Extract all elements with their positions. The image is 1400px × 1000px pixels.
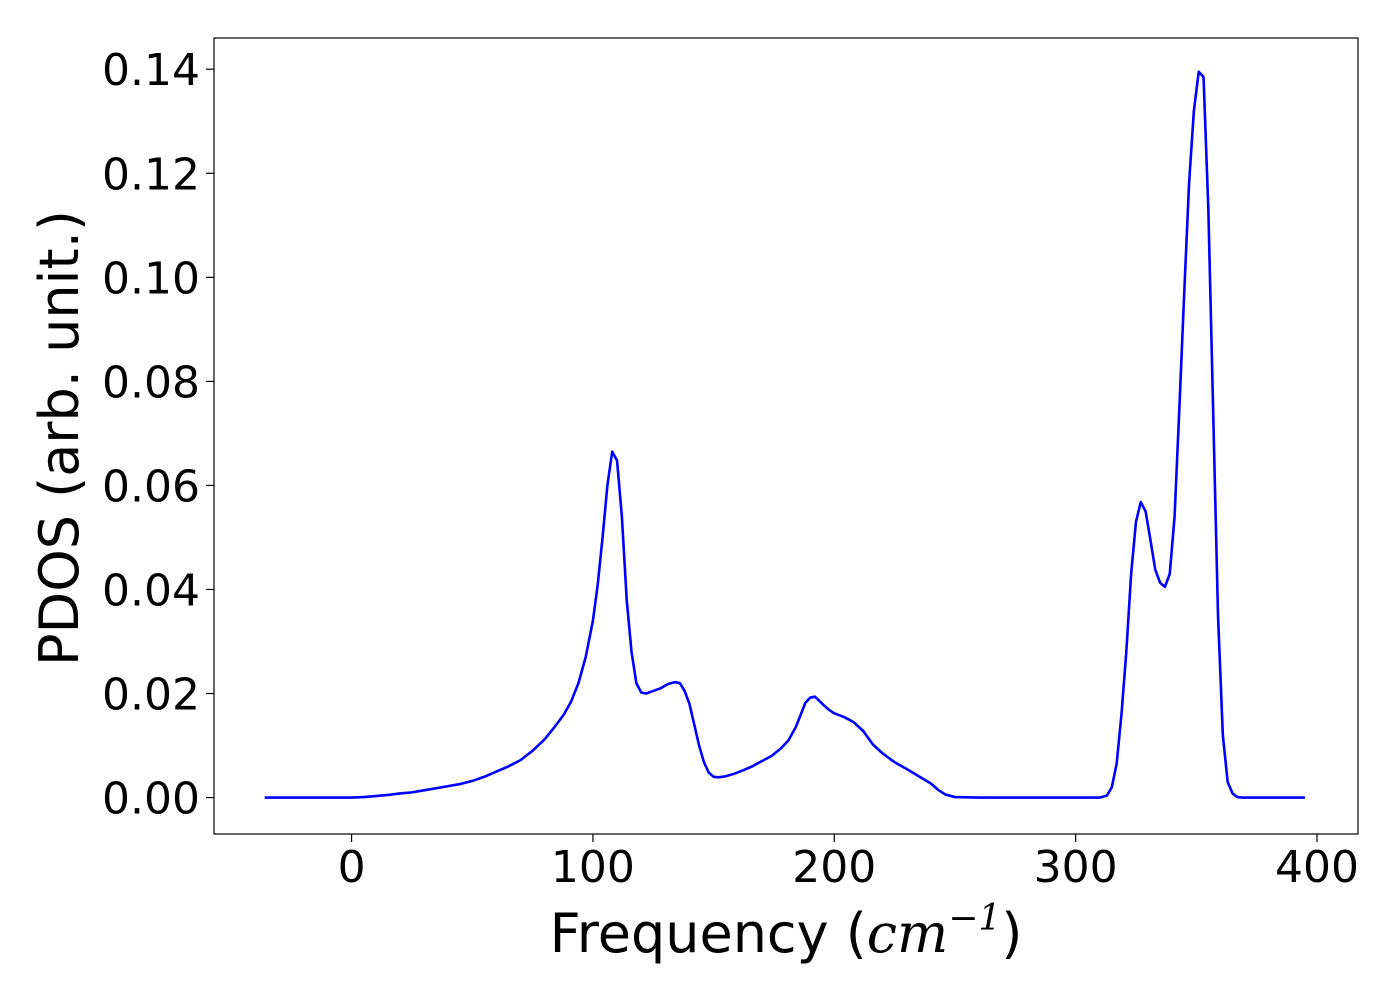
x-axis-title-unit: cm bbox=[867, 902, 948, 965]
x-tick-label: 400 bbox=[1275, 842, 1359, 893]
y-tick-label: 0.12 bbox=[102, 149, 200, 200]
y-axis-ticks: 0.00 0.02 0.04 0.06 0.08 0.10 0.12 0.14 bbox=[102, 45, 214, 825]
series-lines bbox=[264, 70, 1305, 799]
y-tick-label: 0.08 bbox=[102, 357, 200, 408]
x-tick-label: 100 bbox=[551, 842, 635, 893]
x-axis-title-exponent: −1 bbox=[948, 898, 1001, 939]
y-tick-label: 0.06 bbox=[102, 461, 200, 512]
x-axis-title: Frequency (cm−1) bbox=[550, 898, 1023, 965]
plot-frame bbox=[213, 37, 1359, 835]
y-tick-label: 0.00 bbox=[102, 774, 200, 825]
x-tick-label: 300 bbox=[1034, 842, 1118, 893]
pdos-series-line bbox=[264, 70, 1305, 799]
y-tick-label: 0.14 bbox=[102, 45, 200, 96]
x-axis-title-suffix: ) bbox=[1001, 902, 1022, 965]
y-axis-title: PDOS (arb. unit.) bbox=[28, 210, 91, 666]
y-tick-label: 0.02 bbox=[102, 670, 200, 721]
x-tick-label: 200 bbox=[792, 842, 876, 893]
y-tick-label: 0.04 bbox=[102, 565, 200, 616]
x-tick-label: 0 bbox=[338, 842, 366, 893]
x-axis-title-prefix: Frequency ( bbox=[550, 902, 867, 965]
y-tick-label: 0.10 bbox=[102, 253, 200, 304]
x-axis-ticks: 0 100 200 300 400 bbox=[338, 834, 1359, 893]
